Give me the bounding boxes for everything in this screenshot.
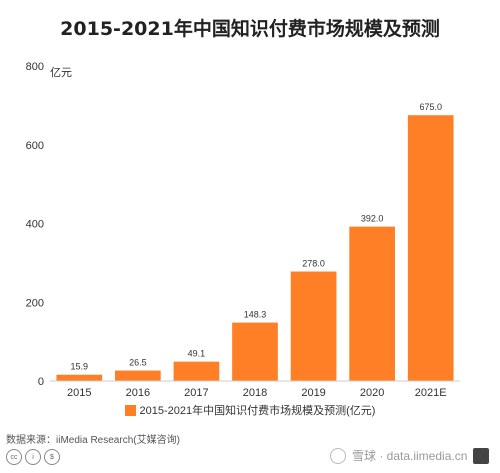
watermark: 雪球 · data.iimedia.cn xyxy=(330,447,490,464)
bar-value-label: 26.5 xyxy=(129,358,147,368)
bar-2015 xyxy=(56,374,103,381)
iimedia-logo-icon xyxy=(473,447,490,464)
y-tick-label: 600 xyxy=(26,140,44,152)
by-icon: i xyxy=(25,449,41,465)
bar-value-label: 49.1 xyxy=(188,349,206,359)
data-source: 数据来源：iiMedia Research(艾媒咨询) xyxy=(6,435,180,446)
legend-swatch xyxy=(124,404,136,416)
bar-2018 xyxy=(232,322,278,381)
x-tick-label: 2018 xyxy=(243,387,267,399)
x-tick-label: 2021E xyxy=(415,387,447,399)
y-tick-label: 400 xyxy=(26,219,44,231)
bar-2017 xyxy=(173,361,220,381)
bar-chart: 0 200 400 600 800 15.9 26.5 49.1 148.3 278.0 392.… xyxy=(26,61,460,399)
x-tick-label: 2016 xyxy=(126,387,150,399)
x-tick-label: 2020 xyxy=(360,387,384,399)
bar-value-label: 278.0 xyxy=(302,259,325,269)
legend-label: 2015-2021年中国知识付费市场规模及预测(亿元) xyxy=(139,405,376,417)
bar-value-label: 392.0 xyxy=(361,214,384,224)
bar-2016 xyxy=(115,370,161,381)
x-tick-label: 2017 xyxy=(184,387,208,399)
y-axis-unit-label: 亿元 xyxy=(50,67,72,79)
license-icons: cc i $ xyxy=(6,449,60,465)
watermark-text: 雪球 · data.iimedia.cn xyxy=(352,449,468,463)
bars: 15.9 26.5 49.1 148.3 278.0 392.0 675.0 xyxy=(56,102,454,381)
bar-2020 xyxy=(349,226,395,381)
y-axis: 0 200 400 600 800 xyxy=(26,61,44,388)
xueqiu-logo-icon xyxy=(330,447,346,464)
y-tick-label: 800 xyxy=(26,61,44,73)
chart-title: 2015-2021年中国知识付费市场规模及预测 xyxy=(60,18,440,40)
bar-2019 xyxy=(290,271,337,381)
x-tick-label: 2019 xyxy=(301,387,325,399)
y-tick-label: 0 xyxy=(38,376,44,388)
bar-value-label: 148.3 xyxy=(244,310,267,320)
legend: 2015-2021年中国知识付费市场规模及预测(亿元) xyxy=(0,402,500,418)
cc-icon: cc xyxy=(6,449,22,465)
bar-2021E xyxy=(407,115,454,381)
x-tick-label: 2015 xyxy=(67,387,91,399)
nc-icon: $ xyxy=(44,449,60,465)
bar-value-label: 15.9 xyxy=(71,362,89,372)
bar-value-label: 675.0 xyxy=(419,102,442,112)
y-tick-label: 200 xyxy=(26,297,44,309)
x-axis: 2015 2016 2017 2018 2019 2020 2021E xyxy=(50,380,460,399)
